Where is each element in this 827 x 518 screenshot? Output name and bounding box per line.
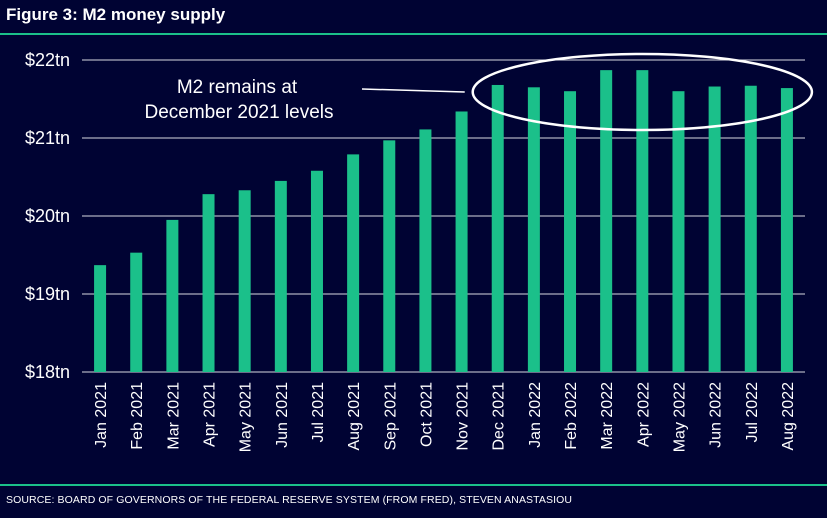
m2-bar-chart: $18tn $19tn $20tn $21tn $22tn Jan 2021 Feb 20… xyxy=(25,50,814,452)
x-tick-label: Jan 2022 xyxy=(527,382,544,448)
x-tick-label: Sep 2021 xyxy=(382,382,399,451)
bar xyxy=(419,129,432,372)
bar xyxy=(383,140,396,372)
annotation-line-2: December 2021 levels xyxy=(144,102,333,123)
x-tick-label: Apr 2022 xyxy=(635,382,652,447)
bar xyxy=(672,91,685,372)
bar xyxy=(274,180,287,372)
source-divider xyxy=(0,484,827,486)
bars xyxy=(94,70,793,373)
bar xyxy=(130,252,143,372)
bar xyxy=(564,91,577,372)
x-tick-label: Jul 2022 xyxy=(744,382,761,443)
bar xyxy=(347,154,360,372)
bar xyxy=(166,219,179,372)
bar xyxy=(94,265,107,372)
bar xyxy=(202,194,215,372)
bar xyxy=(527,87,540,373)
y-tick-label: $22tn xyxy=(25,50,70,70)
source-note: SOURCE: BOARD OF GOVERNORS OF THE FEDERA… xyxy=(6,494,573,506)
bar xyxy=(780,88,793,372)
x-tick-label: Aug 2022 xyxy=(780,382,797,451)
x-tick-label: Feb 2022 xyxy=(563,382,580,450)
y-tick-label: $18tn xyxy=(25,362,70,382)
x-tick-label: Jun 2021 xyxy=(274,382,291,448)
x-tick-label: Oct 2021 xyxy=(418,382,435,447)
x-tick-label: Apr 2021 xyxy=(202,382,219,447)
x-tick-label: May 2022 xyxy=(671,382,688,452)
x-tick-label: Jul 2021 xyxy=(310,382,327,443)
x-tick-label: Dec 2021 xyxy=(491,382,508,451)
x-tick-label: May 2021 xyxy=(238,382,255,452)
bar xyxy=(744,85,757,373)
y-tick-label: $20tn xyxy=(25,206,70,226)
x-axis-ticks: Jan 2021 Feb 2021 Mar 2021 Apr 2021 May 2021… xyxy=(93,382,797,452)
highlight-ellipse xyxy=(471,52,814,132)
gridlines xyxy=(82,59,805,373)
annotation-pointer xyxy=(361,88,465,93)
bar xyxy=(491,84,504,373)
y-tick-label: $21tn xyxy=(25,128,70,148)
y-tick-label: $19tn xyxy=(25,284,70,304)
figure-title: Figure 3: M2 money supply xyxy=(6,5,226,24)
y-axis-ticks: $18tn $19tn $20tn $21tn $22tn xyxy=(25,50,70,382)
x-tick-label: Feb 2021 xyxy=(129,382,146,450)
bar xyxy=(708,86,721,373)
bar xyxy=(238,190,251,372)
annotation-line-1: M2 remains at xyxy=(177,77,298,98)
bar xyxy=(600,70,613,372)
x-tick-label: Mar 2022 xyxy=(599,382,616,450)
title-divider xyxy=(0,33,827,35)
bar xyxy=(636,70,649,372)
x-tick-label: Jun 2022 xyxy=(708,382,725,448)
x-tick-label: Aug 2021 xyxy=(346,382,363,451)
bar xyxy=(310,170,323,372)
x-tick-label: Jan 2021 xyxy=(93,382,110,448)
x-tick-label: Nov 2021 xyxy=(455,382,472,451)
annotation: M2 remains at December 2021 levels xyxy=(144,52,814,132)
x-tick-label: Mar 2021 xyxy=(165,382,182,450)
bar xyxy=(455,111,468,372)
